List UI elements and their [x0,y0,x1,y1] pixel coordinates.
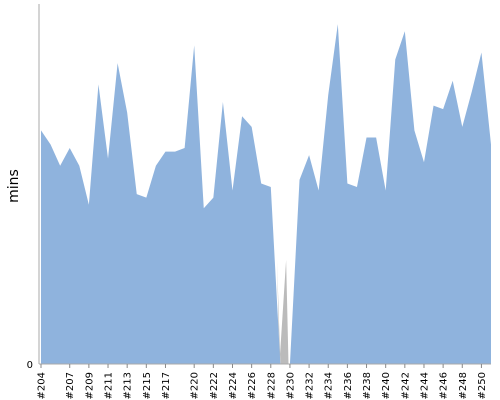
x-tick-label: #250 [477,372,488,399]
x-tick-label: #236 [343,372,354,399]
x-tick-label: #222 [209,372,220,399]
x-tick-label: #207 [65,372,76,399]
series-area [41,24,491,364]
y-axis-label: mins [6,169,22,203]
missing-build-marker [277,260,289,364]
x-tick-label: #226 [247,372,258,399]
x-tick-label: #242 [400,372,411,399]
x-tick-label: #224 [228,372,239,399]
x-tick-label: #220 [190,372,201,399]
x-tick-label: #234 [324,372,335,399]
y-tick-label: 0 [27,360,33,371]
x-tick-label: #240 [381,372,392,399]
x-tick-label: #209 [84,372,95,399]
x-tick-label: #238 [362,372,373,399]
x-tick-label: #230 [285,372,296,399]
x-tick-label: #215 [142,372,153,399]
x-tick-label: #204 [37,372,48,399]
x-tick-label: #248 [458,372,469,399]
x-tick-label: #246 [439,372,450,399]
x-tick-label: #213 [123,372,134,399]
x-tick-label: #217 [161,372,172,399]
x-tick-label: #211 [104,372,115,399]
x-tick-label: #232 [305,372,316,399]
x-tick-label: #244 [419,372,430,399]
x-tick-label: #228 [266,372,277,399]
